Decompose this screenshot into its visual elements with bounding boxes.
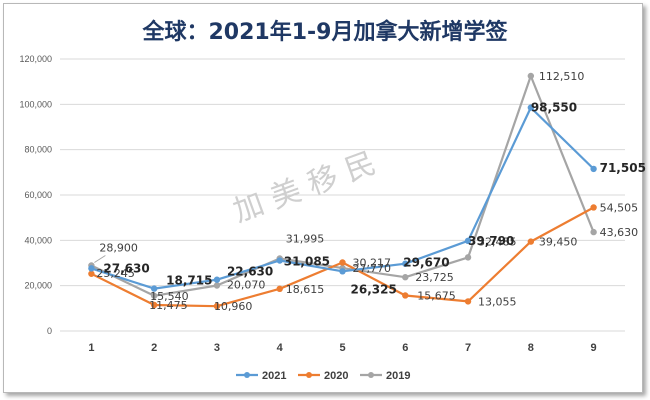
- x-tick-label: 2: [151, 342, 157, 354]
- data-label-2020: 54,505: [600, 201, 639, 214]
- chart-frame: [3, 3, 643, 393]
- data-point-2021: [402, 260, 409, 267]
- data-point-2021: [276, 257, 283, 264]
- data-point-2019: [590, 228, 597, 236]
- data-point-2020: [150, 301, 158, 309]
- data-point-2021: [88, 265, 95, 272]
- data-label-2019: 31,995: [286, 232, 325, 245]
- data-point-2021: [590, 165, 597, 173]
- data-point-2019: [464, 254, 472, 261]
- data-label-2021: 71,505: [600, 161, 646, 175]
- legend-label-2021: 2021: [262, 370, 286, 382]
- data-label-2019: 28,900: [99, 241, 138, 254]
- x-tick-label: 7: [465, 342, 471, 354]
- data-label-2020: 11,475: [149, 299, 188, 312]
- data-point-2019: [527, 72, 535, 80]
- data-label-2020: 13,055: [478, 295, 517, 308]
- data-point-2021: [339, 268, 346, 275]
- data-point-2019: [213, 282, 221, 289]
- data-label-2019: 15,540: [150, 290, 189, 303]
- y-tick-label: 40,000: [24, 235, 52, 245]
- legend-label-2020: 2020: [324, 370, 348, 382]
- y-tick-label: 0: [47, 326, 52, 336]
- data-point-2020: [339, 259, 346, 266]
- data-label-2019: 112,510: [539, 70, 585, 83]
- data-label-2020: 30,217: [353, 257, 392, 270]
- watermark-text: 加 美 移 民: [229, 146, 381, 230]
- data-point-2020: [88, 270, 95, 277]
- data-label-2020: 39,450: [539, 236, 578, 249]
- x-tick-label: 8: [528, 342, 534, 354]
- data-label-2021: 98,550: [531, 101, 577, 115]
- data-point-2020: [464, 298, 472, 305]
- data-label-2021: 18,715: [166, 274, 212, 288]
- x-tick-label: 5: [339, 342, 345, 354]
- data-point-2021: [527, 104, 535, 111]
- data-point-2019: [150, 292, 158, 299]
- data-label-2021: 39,790: [468, 234, 514, 248]
- data-label-2019: 27,770: [353, 262, 392, 275]
- x-tick-label: 4: [277, 342, 284, 354]
- data-label-2019: 43,630: [600, 226, 639, 239]
- data-label-2021: 22,630: [227, 265, 273, 279]
- data-point-2020: [402, 292, 409, 299]
- x-tick-label: 1: [88, 342, 94, 354]
- y-tick-label: 120,000: [19, 54, 52, 64]
- y-tick-label: 20,000: [24, 281, 52, 291]
- data-point-2021: [213, 276, 221, 283]
- chart-title: 全球：2021年1-9月加拿大新增学签: [142, 20, 508, 45]
- data-point-2020: [590, 204, 597, 211]
- y-tick-label: 100,000: [19, 99, 52, 109]
- legend-label-2019: 2019: [386, 370, 410, 382]
- data-label-2020: 25,245: [96, 267, 135, 280]
- legend-marker-2019: [368, 372, 374, 378]
- data-label-2021: 26,325: [351, 282, 397, 296]
- data-label-2020: 15,675: [417, 289, 456, 302]
- x-tick-label: 9: [591, 342, 597, 354]
- data-label-2020: 10,960: [214, 300, 253, 313]
- data-label-2021: 29,670: [403, 256, 449, 270]
- x-tick-label: 3: [214, 342, 220, 354]
- data-label-2021: 27,630: [103, 261, 149, 275]
- data-point-2021: [150, 285, 158, 292]
- data-label-2019: 20,070: [227, 279, 266, 292]
- data-point-2020: [527, 238, 535, 245]
- data-point-2020: [213, 302, 221, 310]
- y-tick-label: 80,000: [24, 145, 52, 155]
- legend-marker-2021: [244, 372, 250, 378]
- data-label-2020: 18,615: [286, 283, 325, 296]
- data-label-2021: 31,085: [284, 255, 330, 269]
- data-point-2019: [402, 274, 409, 281]
- data-label-2019: 32,485: [478, 235, 517, 248]
- label-leader-line: [94, 255, 106, 263]
- data-point-2021: [464, 237, 472, 245]
- legend-marker-2020: [306, 372, 312, 378]
- data-point-2020: [276, 285, 283, 293]
- x-tick-label: 6: [402, 342, 408, 354]
- data-label-2019: 23,725: [415, 271, 454, 284]
- y-tick-label: 60,000: [24, 190, 52, 200]
